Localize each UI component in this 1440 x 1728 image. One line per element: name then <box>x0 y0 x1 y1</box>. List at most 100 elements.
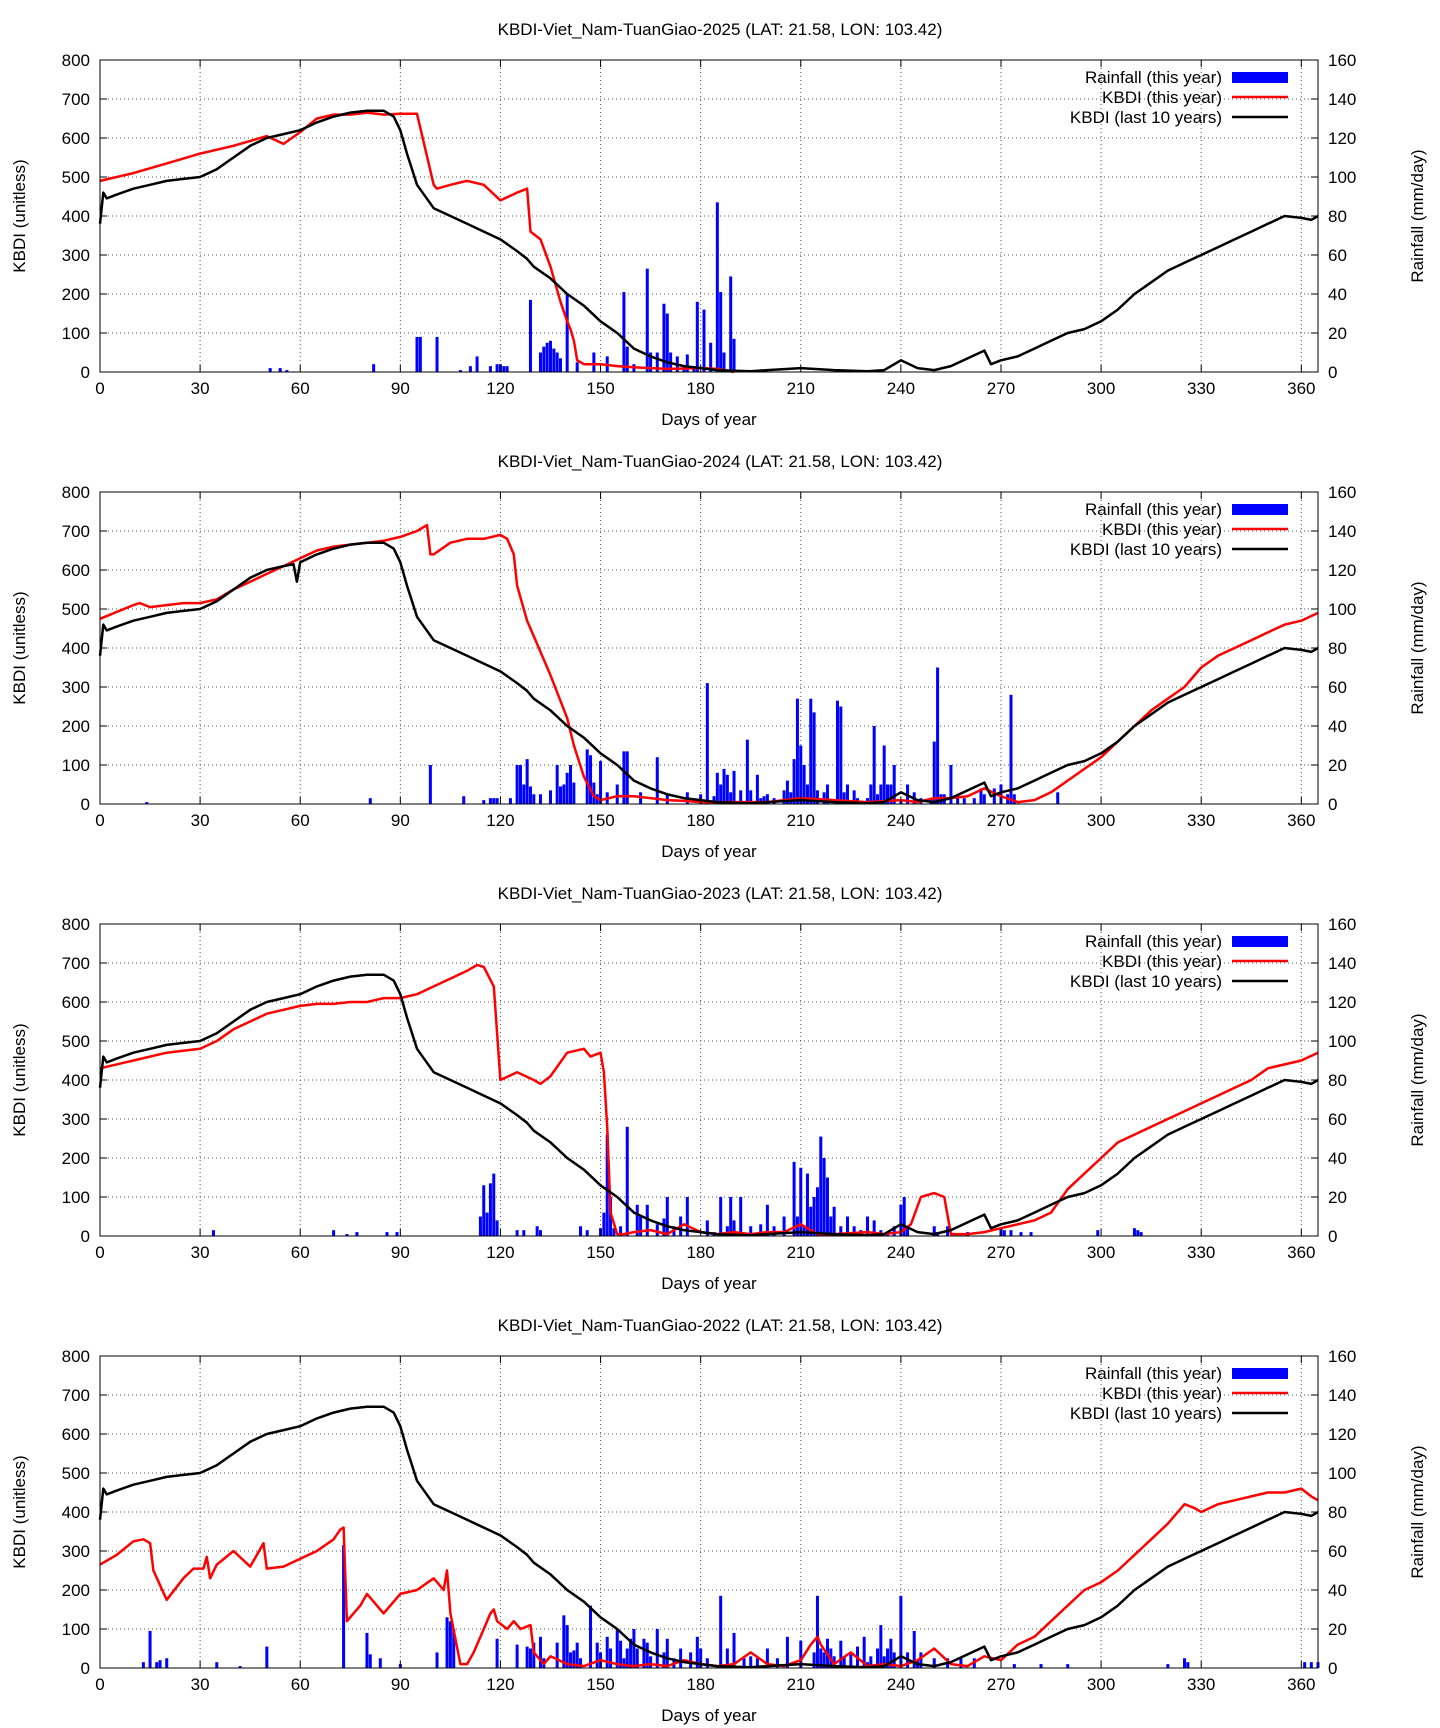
y2-tick-label: 100 <box>1328 1032 1356 1051</box>
rainfall-bar <box>729 1197 733 1236</box>
rainfall-bar <box>979 788 983 804</box>
rainfall-bar <box>1009 1230 1013 1236</box>
x-tick-label: 0 <box>95 1675 104 1694</box>
y-tick-label: 300 <box>62 1542 90 1561</box>
legend-swatch <box>1232 72 1288 83</box>
rainfall-bar <box>525 759 529 804</box>
rainfall-bar <box>619 1640 623 1668</box>
rainfall-bar <box>799 1167 803 1236</box>
rainfall-bar <box>812 1652 816 1668</box>
rainfall-bar <box>625 751 629 804</box>
rainfall-bar <box>599 761 603 804</box>
rainfall-bar <box>141 1662 145 1668</box>
y2-tick-label: 160 <box>1328 915 1356 934</box>
y2-tick-label: 160 <box>1328 483 1356 502</box>
rainfall-bar <box>365 1632 369 1668</box>
rainfall-bar <box>712 796 716 804</box>
legend-label: Rainfall (this year) <box>1085 500 1222 519</box>
rainfall-bar <box>468 366 472 372</box>
legend-label: KBDI (this year) <box>1102 1384 1222 1403</box>
rainfall-bar <box>555 352 559 372</box>
rainfall-bar <box>1012 794 1016 804</box>
rainfall-bar <box>585 1230 589 1236</box>
rainfall-bar <box>622 292 626 372</box>
rainfall-bar <box>552 348 556 372</box>
rainfall-bar <box>655 1629 659 1668</box>
rainfall-bar <box>792 759 796 804</box>
rainfall-bar <box>842 1656 846 1668</box>
rainfall-bar <box>1029 1232 1033 1236</box>
rainfall-bar <box>555 1642 559 1668</box>
x-axis-label: Days of year <box>661 1706 757 1725</box>
rainfall-bar <box>685 354 689 372</box>
rainfall-bar <box>548 790 552 804</box>
rainfall-bar <box>732 1220 736 1236</box>
x-tick-label: 120 <box>486 379 514 398</box>
kbdi-last-10-years-line <box>98 1405 1319 1669</box>
rainfall-bar <box>722 352 726 372</box>
rainfall-bar <box>565 1625 569 1668</box>
y2-tick-label: 120 <box>1328 129 1356 148</box>
y-tick-label: 700 <box>62 954 90 973</box>
rainfall-bar <box>562 1615 566 1668</box>
x-tick-label: 30 <box>191 1675 210 1694</box>
rainfall-bar <box>532 794 536 804</box>
rainfall-bar <box>515 765 519 804</box>
rainfall-bar <box>732 1632 736 1668</box>
rainfall-bar <box>622 751 626 804</box>
rainfall-bar <box>475 356 479 372</box>
kbdi-last-10-years-line <box>98 541 1319 805</box>
legend-label: Rainfall (this year) <box>1085 1364 1222 1383</box>
y-tick-label: 600 <box>62 561 90 580</box>
rainfall-bar <box>662 1652 666 1668</box>
rainfall-bar <box>622 1658 626 1668</box>
y-tick-label: 100 <box>62 1620 90 1639</box>
rainfall-bar <box>528 299 532 372</box>
rainfall-bar <box>695 301 699 372</box>
rainfall-bar <box>956 794 960 804</box>
y-tick-label: 500 <box>62 168 90 187</box>
rainfall-bar <box>435 1652 439 1668</box>
rainfall-bar <box>332 1230 336 1236</box>
x-tick-label: 300 <box>1087 811 1115 830</box>
chart-panel: 0 30 60 90 120 150 180 210 240 270 300 330 360 0 100 20… <box>0 0 1440 432</box>
chart-panel: 0 30 60 90 120 150 180 210 240 270 300 330 360 0 100 20… <box>0 864 1440 1296</box>
rainfall-bar <box>579 1658 583 1668</box>
rainfall-bar <box>815 1595 819 1668</box>
x-axis-label: Days of year <box>661 410 757 429</box>
chart-svg: 0 30 60 90 120 150 180 210 240 270 300 330 360 0 100 20… <box>62 1347 1357 1694</box>
rainfall-bar <box>799 1640 803 1668</box>
rainfall-bar <box>919 1652 923 1668</box>
rainfall-bar <box>962 798 966 804</box>
rainfall-bar <box>725 1226 729 1236</box>
legend-label: KBDI (last 10 years) <box>1070 108 1222 127</box>
y2-tick-label: 80 <box>1328 207 1347 226</box>
legend-swatch <box>1232 504 1288 515</box>
rainfall-bar <box>665 1197 669 1236</box>
rainfall-bar <box>892 765 896 804</box>
rainfall-bar <box>488 366 492 372</box>
y2-tick-label: 60 <box>1328 1542 1347 1561</box>
rainfall-bar <box>765 1204 769 1236</box>
y2-tick-label: 20 <box>1328 1620 1347 1639</box>
rainfall-bar <box>759 1224 763 1236</box>
x-tick-label: 0 <box>95 1243 104 1262</box>
x-tick-label: 180 <box>686 379 714 398</box>
rainfall-bar <box>522 1230 526 1236</box>
x-tick-label: 120 <box>486 811 514 830</box>
rainfall-bar <box>739 790 743 804</box>
rainfall-bar <box>869 784 873 804</box>
kbdi-this-year-line <box>99 963 1319 1236</box>
rainfall-bar <box>625 346 629 372</box>
rainfall-bar <box>719 292 723 372</box>
y2-axis-label: Rainfall (mm/day) <box>1408 1445 1427 1579</box>
rainfall-bar <box>492 1173 496 1236</box>
x-tick-label: 330 <box>1187 1675 1215 1694</box>
rainfall-bar <box>765 1648 769 1668</box>
rainfall-bar <box>555 765 559 804</box>
rainfall-bar <box>462 796 466 804</box>
kbdi-this-year-line <box>99 111 735 374</box>
rainfall-bar <box>742 1658 746 1668</box>
y2-tick-label: 80 <box>1328 1071 1347 1090</box>
rainfall-bar <box>285 370 289 372</box>
